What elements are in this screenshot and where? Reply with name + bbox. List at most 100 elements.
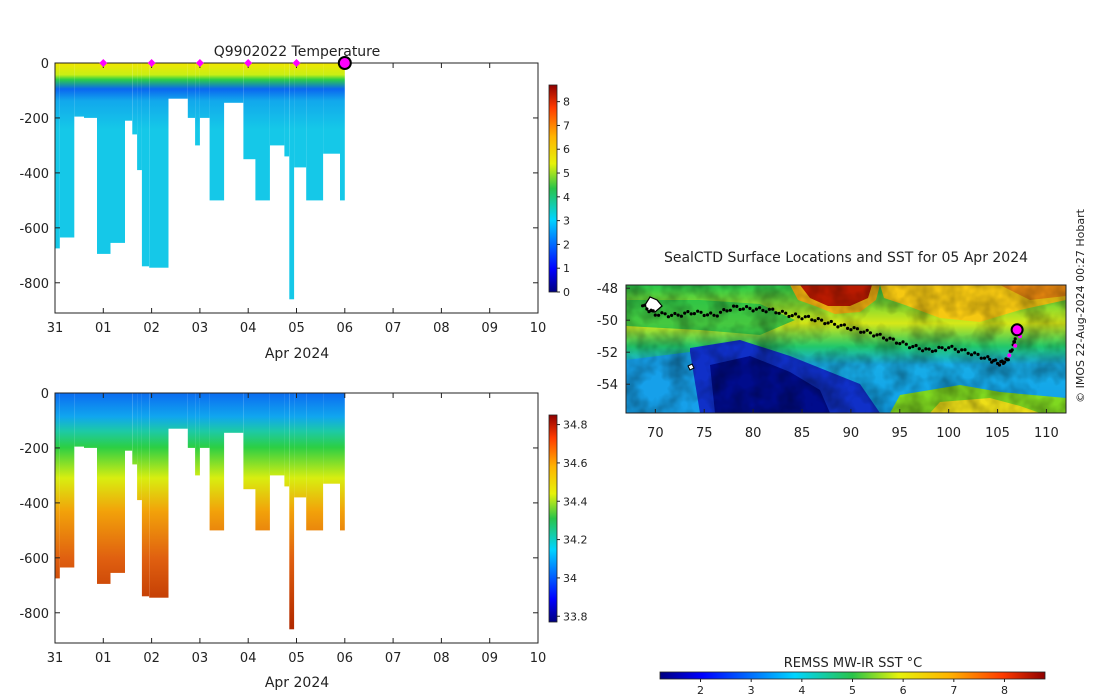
temperature-x-tick-label: 04 [240,321,257,336]
track-point [976,352,980,356]
track-point [709,311,713,315]
surfacing-marker [147,59,156,67]
temperature-colorbar-tick-label: 8 [563,96,570,109]
salinity-profile-column [255,393,270,531]
temperature-profile-column [59,63,75,238]
track-point [950,344,954,348]
track-point [994,358,998,362]
salinity-profile-column [110,393,125,573]
seal-track [641,303,1024,367]
salinity-profile-column [74,393,84,447]
salinity-profile-column [269,393,285,476]
track-point [898,342,902,346]
track-point [911,345,915,349]
salinity-y-tick-label: -400 [19,497,49,512]
heard-island-outline [687,363,695,371]
track-point [930,349,935,353]
sst-map-y-axis: -48 -50 -52 -54 [597,282,630,393]
temperature-colorbar-tick-label: 6 [563,143,570,156]
sst-map-x-tick-label: 80 [745,426,762,441]
sst-colorbar-tick-label: 2 [697,684,704,697]
track-point [663,312,667,316]
sst-colorbar-tick-label: 5 [849,684,856,697]
temperature-profile-column [195,63,200,146]
track-point [862,330,866,334]
sst-map-y-tick-label: -54 [597,378,618,393]
temperature-y-tick-label: -600 [19,222,49,237]
track-point [790,314,794,318]
temperature-surface-markers [99,56,352,70]
salinity-profile-cells [55,393,345,630]
track-point [666,315,671,319]
sst-map-x-tick-label: 110 [1034,426,1059,441]
sst-map-y-tick-label: -50 [597,314,618,329]
track-point [982,356,987,360]
temperature-profile-column [243,63,256,160]
temperature-profile-column [74,63,84,117]
salinity-colorbar-scale [548,414,558,623]
sst-colorbar-tick-label: 6 [900,684,907,697]
temperature-x-tick-label: 03 [192,321,209,336]
track-point [810,318,814,322]
sst-map-frame [625,284,1067,414]
track-point [787,314,791,319]
track-point [686,310,690,314]
salinity-x-tick-label: 03 [192,651,209,666]
sst-colorbar: 2 3 4 5 6 7 8 [659,671,1046,697]
salinity-x-axis: 31 01 02 03 04 05 06 07 08 09 10 [47,393,546,666]
salinity-colorbar-tick-label: 34.4 [563,495,588,508]
track-point [653,313,657,317]
temperature-profile-column [97,63,111,254]
track-point [705,313,710,317]
track-point [806,314,811,318]
temperature-profile-column [149,63,169,268]
track-point [872,334,876,338]
salinity-colorbar-tick-label: 34.8 [563,419,588,432]
track-point [780,309,785,313]
track-point [868,331,873,335]
track-point [774,311,778,315]
track-point [924,347,928,351]
temperature-y-axis: 0 -200 -400 -600 -800 [19,57,538,292]
salinity-profile-column [289,393,295,630]
temperature-profile-column [306,63,324,201]
temperature-x-tick-label: 08 [433,321,450,336]
track-point [839,323,843,327]
surfacing-marker [244,59,253,67]
temperature-profile-column [137,63,142,171]
track-point [894,341,899,345]
salinity-x-tick-label: 02 [143,651,160,666]
track-point [966,351,970,355]
track-point [1013,337,1017,341]
track-point [745,305,749,309]
temperature-colorbar-tick-label: 5 [563,167,570,180]
sst-colorbar-label: REMSS MW-IR SST °C [784,656,923,671]
sst-colorbar-tick-label: 7 [950,684,957,697]
temperature-x-tick-label: 02 [143,321,160,336]
track-point [777,311,781,315]
salinity-colorbar-tick-label: 33.8 [563,610,588,623]
track-point [865,328,869,332]
sst-map-panel: SealCTD Surface Locations and SST for 05… [597,250,1067,697]
track-point [676,313,680,317]
track-point [986,355,990,359]
track-point [820,318,824,322]
temperature-profile-column [209,63,225,201]
temperature-profile-column [255,63,270,201]
track-point [803,315,807,319]
track-point [881,336,886,340]
temperature-colorbar-tick-label: 7 [563,119,570,132]
sst-map-y-tick-label: -48 [597,282,618,297]
track-point [859,330,863,334]
track-point [813,319,817,323]
salinity-colorbar-tick-label: 34 [563,572,577,585]
track-point [1006,358,1010,362]
temperature-x-tick-label: 06 [337,321,354,336]
recent-track-point [1007,353,1012,358]
temperature-x-tick-label: 05 [288,321,305,336]
salinity-profile-column [141,393,150,597]
track-point [764,310,768,314]
track-point [725,309,729,313]
salinity-profile-column [294,393,307,498]
temperature-colorbar-tick-label: 2 [563,238,570,251]
